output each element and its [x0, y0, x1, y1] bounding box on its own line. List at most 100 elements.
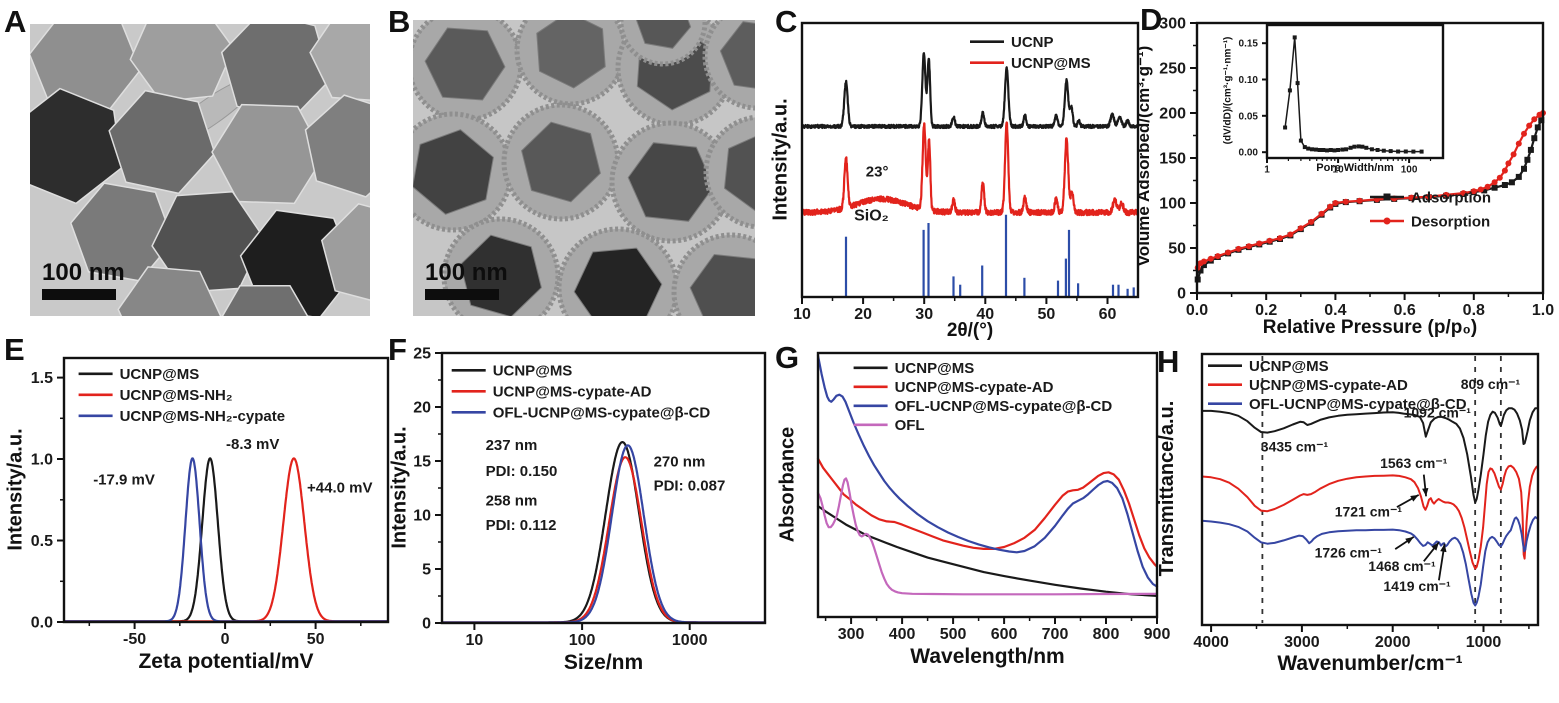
- svg-text:SiO₂: SiO₂: [854, 207, 889, 224]
- panel-d: D 0.0 0.2 0.4 0.6 0.8 1.0 0 50 100 150 200 250 300 Ad…: [1130, 0, 1559, 345]
- svg-text:1419 cm⁻¹: 1419 cm⁻¹: [1383, 578, 1451, 594]
- svg-text:1000: 1000: [672, 632, 708, 649]
- svg-text:UCNP: UCNP: [1011, 34, 1054, 51]
- svg-text:UCNP@MS: UCNP@MS: [1249, 358, 1329, 375]
- svg-text:100: 100: [569, 632, 596, 649]
- svg-text:50: 50: [1168, 241, 1186, 258]
- svg-text:UCNP@MS: UCNP@MS: [895, 360, 975, 377]
- svg-text:UCNP@MS-NH₂-cypate: UCNP@MS-NH₂-cypate: [120, 408, 285, 425]
- panel-f: F 10 100 1000 0 5 10 15 20 25 UCNP@MS UCNP@MS-cypa…: [385, 330, 775, 703]
- svg-text:10: 10: [466, 632, 484, 649]
- svg-text:0.4: 0.4: [1324, 302, 1346, 319]
- svg-text:270 nm: 270 nm: [654, 453, 706, 470]
- svg-text:10: 10: [793, 306, 811, 323]
- dls-x-axis-label: Size/nm: [563, 651, 644, 674]
- svg-text:0.2: 0.2: [1255, 302, 1277, 319]
- tem-a-graphic: [30, 24, 370, 316]
- svg-text:2000: 2000: [1375, 634, 1411, 651]
- svg-text:1563 cm⁻¹: 1563 cm⁻¹: [1380, 455, 1448, 471]
- tem-b-graphic: [413, 20, 755, 316]
- svg-text:23°: 23°: [866, 163, 889, 180]
- pore-size-inset-plot: 1 10 100 0.00 0.05 0.10 0.15: [1239, 23, 1445, 176]
- svg-text:100: 100: [1159, 196, 1186, 213]
- zeta-y-axis-label: Intensity/a.u.: [4, 428, 27, 551]
- svg-text:50: 50: [307, 631, 325, 648]
- svg-text:10: 10: [1333, 165, 1345, 176]
- ftir-plot: 4000 3000 2000 1000 UCNP@MS UCNP@MS-cypate-AD…: [1193, 352, 1540, 651]
- svg-text:OFL: OFL: [895, 417, 925, 434]
- svg-text:Adsorption: Adsorption: [1411, 189, 1491, 206]
- isotherm-x-axis-label: Relative Pressure (p/p₀): [1262, 317, 1478, 338]
- panel-c: C 10 20 30 40 50 60 UCNP UCNP@MS 23° SiO₂ 2θ/(°) …: [770, 0, 1155, 345]
- svg-text:0.8: 0.8: [1463, 302, 1485, 319]
- svg-text:UCNP@MS-cypate-AD: UCNP@MS-cypate-AD: [1249, 377, 1408, 394]
- scale-bar-line: [425, 289, 499, 300]
- svg-text:OFL-UCNP@MS-cypate@β-CD: OFL-UCNP@MS-cypate@β-CD: [493, 405, 711, 422]
- svg-text:20: 20: [413, 400, 431, 417]
- inset-y-axis-label: (dV/dD)/(cm³·g⁻¹·nm⁻¹): [1222, 36, 1234, 145]
- svg-text:900: 900: [1144, 626, 1171, 643]
- svg-text:0.5: 0.5: [31, 533, 53, 550]
- svg-text:0: 0: [1177, 286, 1186, 303]
- svg-text:600: 600: [991, 626, 1018, 643]
- uvvis-absorbance-plot: 300 400 500 600 700 800 900 UCNP@MS UCNP@MS-cypa…: [816, 351, 1170, 643]
- svg-text:800: 800: [1093, 626, 1120, 643]
- ftir-y-axis-label: Transmittance/a.u.: [1156, 400, 1178, 577]
- svg-text:0.00: 0.00: [1239, 148, 1259, 159]
- svg-text:1726 cm⁻¹: 1726 cm⁻¹: [1315, 544, 1383, 560]
- svg-text:0: 0: [422, 616, 431, 633]
- svg-text:1721 cm⁻¹: 1721 cm⁻¹: [1335, 504, 1403, 520]
- svg-text:PDI: 0.150: PDI: 0.150: [486, 463, 558, 480]
- inset-x-axis-label: Pore Width/nm: [1316, 162, 1394, 174]
- svg-text:3000: 3000: [1284, 634, 1320, 651]
- panel-letter-d: D: [1140, 2, 1163, 37]
- panel-letter-h: H: [1157, 344, 1180, 379]
- scale-bar-label: 100 nm: [425, 259, 508, 286]
- svg-text:5: 5: [422, 562, 431, 579]
- svg-text:15: 15: [413, 454, 431, 471]
- svg-text:200: 200: [1159, 106, 1186, 123]
- svg-text:OFL-UCNP@MS-cypate@β-CD: OFL-UCNP@MS-cypate@β-CD: [1249, 396, 1467, 413]
- svg-text:40: 40: [976, 306, 994, 323]
- svg-text:UCNP@MS-NH₂: UCNP@MS-NH₂: [120, 387, 233, 404]
- svg-text:150: 150: [1159, 151, 1186, 168]
- svg-text:50: 50: [1038, 306, 1056, 323]
- panel-letter-c: C: [775, 4, 798, 39]
- svg-text:-8.3 mV: -8.3 mV: [226, 436, 279, 453]
- panel-b: B 100 nm: [385, 0, 770, 330]
- svg-text:400: 400: [889, 626, 916, 643]
- scale-bar: 100 nm: [42, 259, 125, 300]
- ftir-x-axis-label: Wavenumber/cm⁻¹: [1277, 652, 1463, 675]
- svg-text:PDI: 0.087: PDI: 0.087: [654, 478, 726, 495]
- svg-text:809 cm⁻¹: 809 cm⁻¹: [1461, 376, 1521, 392]
- svg-text:1468 cm⁻¹: 1468 cm⁻¹: [1368, 558, 1436, 574]
- svg-text:4000: 4000: [1193, 634, 1229, 651]
- svg-text:30: 30: [915, 306, 933, 323]
- svg-text:0.0: 0.0: [31, 615, 53, 632]
- tem-image-ucnp: 100 nm: [30, 24, 370, 316]
- panel-e: E -50 0 50 0.0 0.5 1.0 1.5 UCNP@MS UCNP@MS-NH₂ UC…: [0, 330, 390, 703]
- uvvis-y-axis-label: Absorbance: [776, 426, 799, 543]
- svg-text:3435 cm⁻¹: 3435 cm⁻¹: [1261, 439, 1329, 455]
- svg-text:+44.0 mV: +44.0 mV: [307, 480, 372, 497]
- svg-text:PDI: 0.112: PDI: 0.112: [486, 517, 557, 534]
- svg-text:0.10: 0.10: [1239, 75, 1259, 86]
- uvvis-x-axis-label: Wavelength/nm: [910, 645, 1065, 668]
- svg-text:0.15: 0.15: [1239, 39, 1259, 50]
- svg-text:258 nm: 258 nm: [486, 493, 538, 510]
- svg-text:0: 0: [221, 631, 230, 648]
- isotherm-y-axis-label: Volume Adsorbed/(cm³·g⁻¹): [1134, 45, 1153, 267]
- panel-letter-a: A: [4, 4, 27, 39]
- panel-letter-e: E: [4, 332, 25, 367]
- svg-text:25: 25: [413, 346, 431, 363]
- xrd-plot: 10 20 30 40 50 60 UCNP UCNP@MS 23° SiO₂: [793, 21, 1140, 323]
- svg-text:1.0: 1.0: [1532, 302, 1554, 319]
- svg-text:-50: -50: [123, 631, 146, 648]
- tem-image-ucnp-ms: 100 nm: [413, 20, 755, 316]
- panel-letter-g: G: [775, 340, 800, 375]
- svg-text:300: 300: [838, 626, 865, 643]
- svg-text:1.0: 1.0: [31, 452, 53, 469]
- dls-y-axis-label: Intensity/a.u.: [388, 426, 411, 549]
- svg-text:-17.9 mV: -17.9 mV: [93, 472, 155, 489]
